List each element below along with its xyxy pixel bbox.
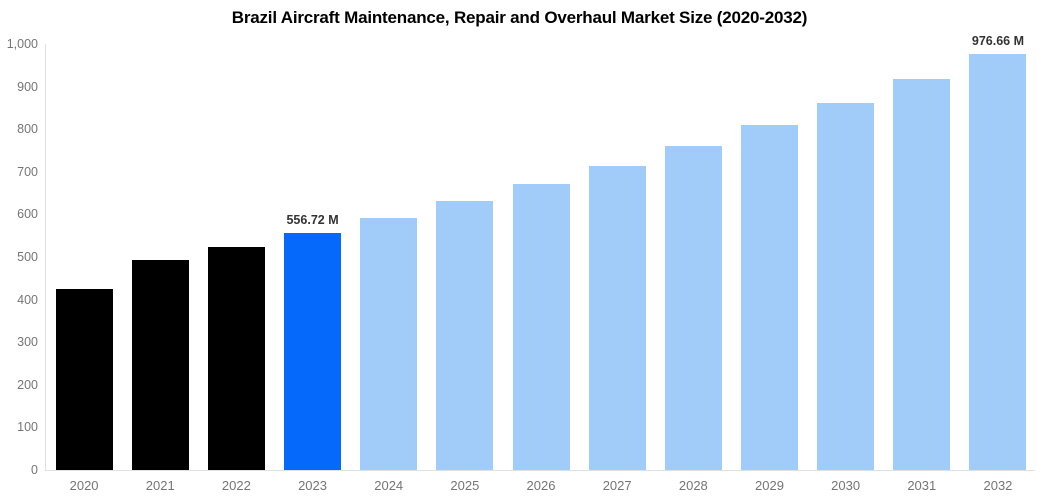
x-tick-label-2024: 2024 [374, 478, 404, 493]
x-tick-label-2028: 2028 [678, 478, 708, 493]
x-tick-label-2029: 2029 [755, 478, 784, 493]
y-tick-label: 600 [17, 207, 38, 222]
x-tick-label-2022: 2022 [221, 478, 251, 493]
bar-2030[interactable] [817, 102, 875, 470]
bar-slot-2021 [122, 44, 198, 470]
y-tick-label: 1,000 [6, 37, 38, 51]
y-tick-label: 500 [17, 250, 38, 264]
x-tick-label-2027: 2027 [602, 478, 632, 493]
x-tick-label-2023: 2023 [298, 478, 327, 493]
bar-2024[interactable] [360, 217, 418, 470]
y-tick-label: 700 [17, 164, 38, 179]
bar-2032[interactable] [969, 53, 1027, 470]
plot-area: 556.72 M 976.66 M [46, 34, 1036, 470]
x-axis-tick-labels: 2020 2021 2022 2023 2024 2025 2026 2027 2028 2029… [46, 478, 1036, 493]
x-tick-label-2020: 2020 [69, 478, 99, 493]
bar-slot-2030 [808, 44, 884, 470]
y-tick-label: 0 [31, 463, 38, 477]
y-tick-label: 100 [17, 420, 38, 435]
x-tick-label-2025: 2025 [450, 478, 480, 493]
chart-title: Brazil Aircraft Maintenance, Repair and … [231, 8, 808, 27]
bar-2026[interactable] [512, 183, 570, 470]
y-tick-label: 200 [17, 377, 38, 392]
bar-slot-2024 [351, 44, 427, 470]
x-tick-label-2021: 2021 [145, 478, 175, 493]
bar-2025[interactable] [436, 201, 494, 470]
bar-2031[interactable] [893, 79, 951, 470]
bar-slot-2032: 976.66 M [960, 34, 1036, 470]
bar-slot-2027 [579, 44, 655, 470]
bar-slot-2026 [503, 44, 579, 470]
bar-slot-2025 [427, 44, 503, 470]
y-tick-label: 300 [17, 335, 38, 350]
y-tick-label: 900 [17, 79, 38, 94]
x-tick-label-2026: 2026 [526, 478, 556, 493]
bar-2028[interactable] [664, 145, 722, 470]
bar-slot-2020 [46, 44, 122, 470]
bar-slot-2022 [198, 44, 274, 470]
y-tick-label: 400 [17, 292, 38, 307]
bar-slot-2023: 556.72 M [274, 44, 350, 470]
x-tick-label-2032: 2032 [983, 478, 1013, 493]
bar-slot-2031 [884, 44, 960, 470]
y-axis-line [45, 44, 46, 470]
bar-2021[interactable] [131, 259, 189, 470]
bar-2027[interactable] [588, 165, 646, 470]
x-tick-label-2030: 2030 [831, 478, 861, 493]
bar-slot-2029 [731, 44, 807, 470]
bar-slot-2028 [655, 44, 731, 470]
bar-2029[interactable] [740, 125, 798, 470]
bar-2022[interactable] [207, 247, 265, 470]
x-tick-label-2031: 2031 [907, 478, 937, 493]
y-tick-label: 800 [17, 122, 38, 137]
bar-value-label-2032: 976.66 M [971, 33, 1025, 48]
bar-2020[interactable] [55, 288, 113, 470]
bar-2023[interactable] [284, 232, 342, 470]
x-axis-line [45, 470, 1035, 471]
bar-value-label-2023: 556.72 M [286, 212, 339, 227]
